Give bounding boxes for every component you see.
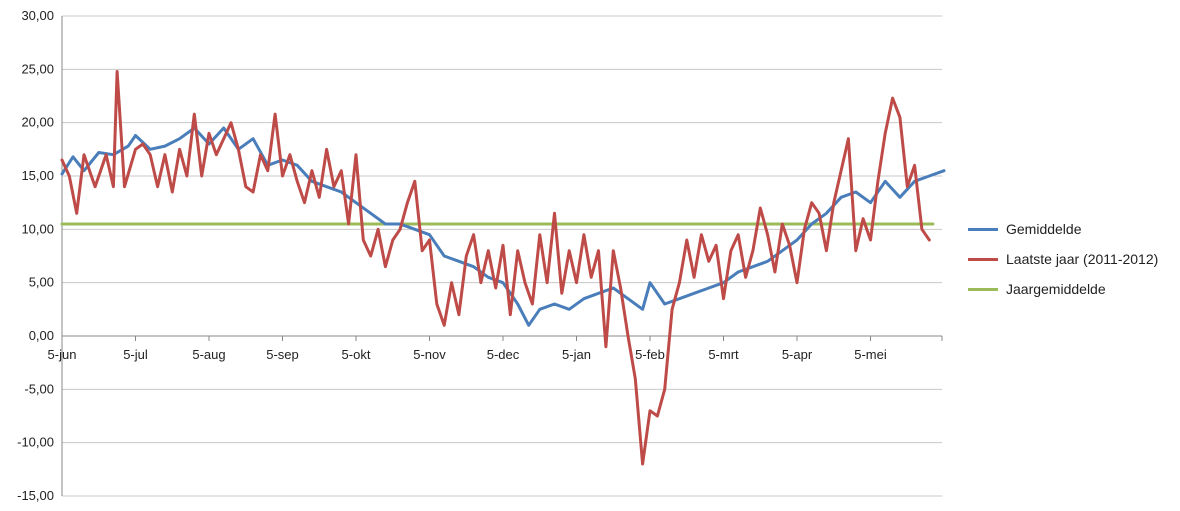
x-tick-label: 5-jul: [123, 347, 148, 362]
legend-label-jaargemiddelde: Jaargemiddelde: [1006, 281, 1106, 297]
y-tick-label: 20,00: [21, 115, 54, 130]
x-tick-label: 5-apr: [782, 347, 813, 362]
x-tick-label: 5-mrt: [708, 347, 739, 362]
y-tick-label: -5,00: [24, 381, 54, 396]
y-tick-label: 15,00: [21, 168, 54, 183]
x-tick-label: 5-dec: [487, 347, 520, 362]
y-tick-label: 10,00: [21, 221, 54, 236]
x-tick-label: 5-mei: [854, 347, 887, 362]
y-tick-label: -15,00: [17, 488, 54, 503]
legend-item-gemiddelde: Gemiddelde: [968, 214, 1158, 244]
legend-item-jaargemiddelde: Jaargemiddelde: [968, 274, 1158, 304]
series-line-laatste-jaar: [60, 70, 931, 466]
x-tick-label: 5-sep: [266, 347, 299, 362]
legend-swatch-laatste-jaar: [968, 257, 998, 261]
x-tick-label: 5-feb: [635, 347, 665, 362]
legend-item-laatste-jaar: Laatste jaar (2011-2012): [968, 244, 1158, 274]
chart-legend: Gemiddelde Laatste jaar (2011-2012) Jaar…: [968, 214, 1158, 304]
legend-label-laatste-jaar: Laatste jaar (2011-2012): [1006, 251, 1159, 267]
y-tick-label: 0,00: [29, 328, 54, 343]
y-tick-label: 30,00: [21, 8, 54, 23]
x-tick-label: 5-aug: [192, 347, 225, 362]
x-tick-label: 5-jun: [48, 347, 77, 362]
y-tick-label: -10,00: [17, 435, 54, 450]
x-tick-label: 5-nov: [413, 347, 446, 362]
x-tick-label: 5-jan: [562, 347, 591, 362]
legend-swatch-gemiddelde: [968, 227, 998, 231]
y-tick-label: 25,00: [21, 61, 54, 76]
y-tick-label: 5,00: [29, 275, 54, 290]
legend-swatch-jaargemiddelde: [968, 287, 998, 291]
series-line-gemiddelde: [60, 126, 946, 327]
legend-label-gemiddelde: Gemiddelde: [1006, 221, 1082, 237]
x-tick-label: 5-okt: [342, 347, 371, 362]
